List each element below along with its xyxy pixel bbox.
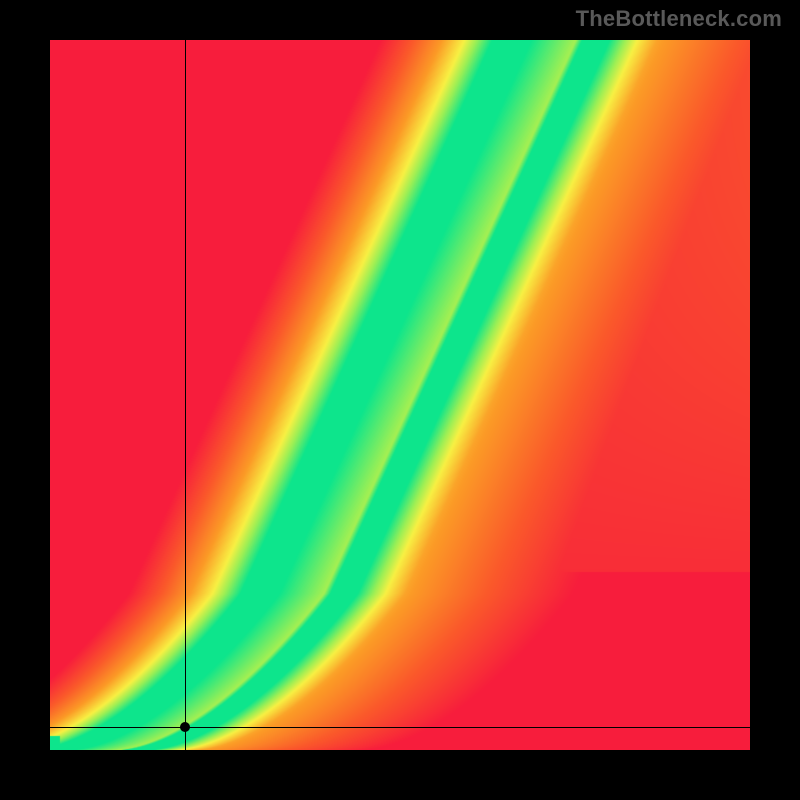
figure-container: TheBottleneck.com: [0, 0, 800, 800]
crosshair-marker: [180, 722, 190, 732]
watermark-label: TheBottleneck.com: [576, 6, 782, 32]
plot-area: [50, 40, 750, 750]
crosshair-vertical: [185, 40, 186, 750]
heatmap-canvas: [50, 40, 750, 750]
crosshair-horizontal: [50, 727, 750, 728]
